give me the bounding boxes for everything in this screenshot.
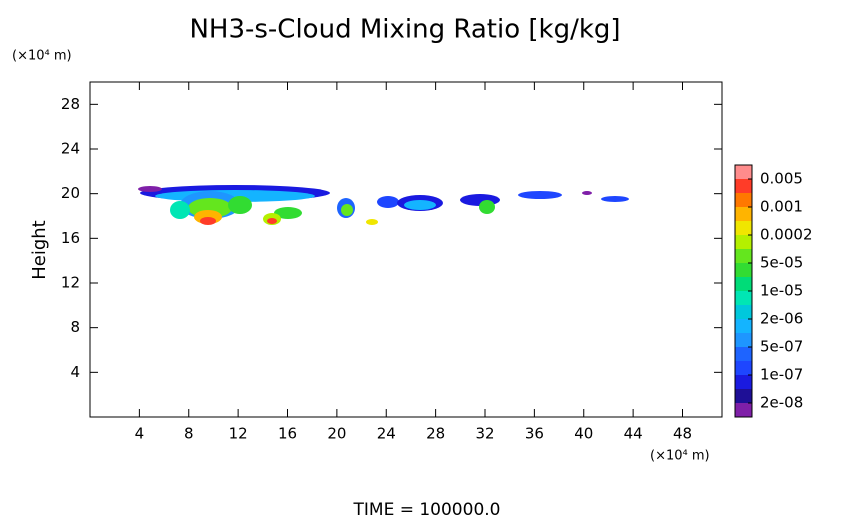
colorbar-label: 5e-05 — [760, 254, 803, 272]
x-tick-label: 20 — [327, 425, 346, 443]
cloud-field — [138, 185, 629, 225]
colorbar-band — [735, 389, 752, 403]
colorbar-label: 0.0002 — [760, 226, 813, 244]
x-tick-label: 28 — [426, 425, 445, 443]
colorbar-band — [735, 347, 752, 361]
x-tick-label: 8 — [184, 425, 194, 443]
plot-frame — [89, 81, 723, 418]
colorbar-band — [735, 277, 752, 291]
colorbar-band — [735, 235, 752, 249]
y-tick-label: 16 — [61, 229, 80, 247]
colorbar-label: 1e-05 — [760, 282, 803, 300]
colorbar-band — [735, 305, 752, 319]
colorbar-band — [735, 179, 752, 193]
y-tick-label: 12 — [61, 274, 80, 292]
x-tick-label: 4 — [135, 425, 145, 443]
x-tick-label: 44 — [624, 425, 643, 443]
x-tick-label: 16 — [278, 425, 297, 443]
x-tick-label: 32 — [475, 425, 494, 443]
colorbar-band — [735, 375, 752, 389]
colorbar-band — [735, 319, 752, 333]
colorbar-band — [735, 221, 752, 235]
x-tick-label: 48 — [673, 425, 692, 443]
colorbar-label: 2e-06 — [760, 310, 803, 328]
colorbar-label: 1e-07 — [760, 366, 803, 384]
footer: TIME = 100000.0 — [353, 500, 501, 519]
y-tick-label: 24 — [61, 140, 80, 158]
y-tick-label: 8 — [70, 318, 80, 336]
x-tick-label: 36 — [525, 425, 544, 443]
chart-title: NH3-s-Cloud Mixing Ratio [kg/kg] — [189, 15, 620, 45]
colorbar-band — [735, 249, 752, 263]
colorbar-band — [735, 333, 752, 347]
y-tick-label: 4 — [70, 363, 80, 381]
colorbar-label: 5e-07 — [760, 338, 803, 356]
colorbar-band — [735, 193, 752, 207]
colorbar-band — [735, 361, 752, 375]
colorbar-label: 0.005 — [760, 170, 803, 188]
colorbar-band — [735, 165, 752, 179]
colorbar-label: 0.001 — [760, 198, 803, 216]
colorbar-band — [735, 291, 752, 305]
colorbar-band — [735, 403, 752, 417]
colorbar-band — [735, 263, 752, 277]
x-tick-label: 40 — [574, 425, 593, 443]
y-tick-label: 28 — [61, 95, 80, 113]
colorbar-band — [735, 207, 752, 221]
x-tick-label: 24 — [377, 425, 396, 443]
y-label: Height — [29, 220, 50, 280]
x-tick-label: 12 — [229, 425, 248, 443]
colorbar-label: 2e-08 — [760, 394, 803, 412]
y-unit: (×10⁴ m) — [12, 49, 72, 64]
y-tick-label: 20 — [61, 184, 80, 202]
x-unit: (×10⁴ m) — [650, 449, 710, 464]
